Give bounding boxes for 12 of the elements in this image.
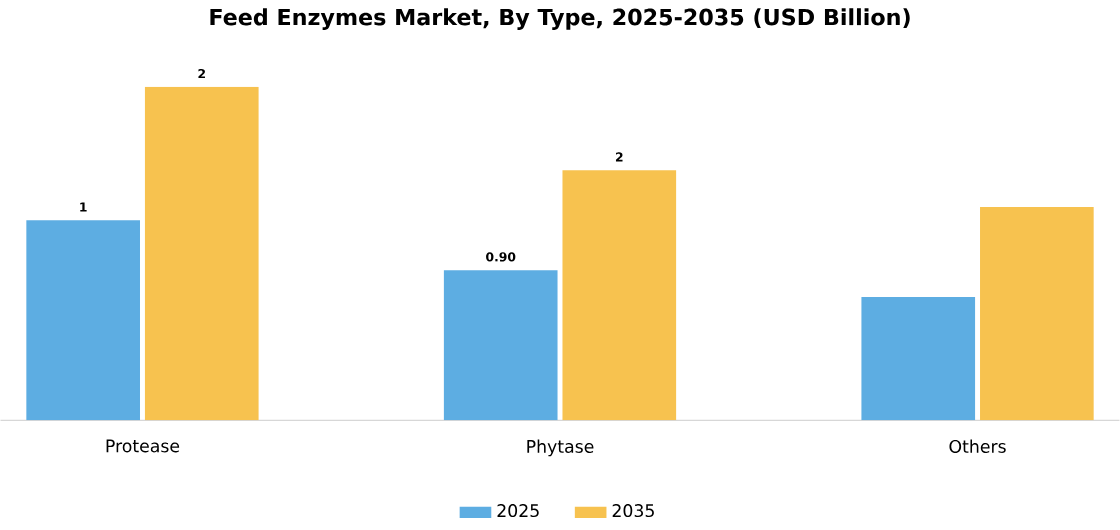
bar (861, 296, 976, 421)
legend-label: 2035 (612, 503, 654, 517)
bar (443, 270, 558, 421)
bar (980, 206, 1094, 421)
legend-label: 2025 (497, 503, 539, 517)
chart-title: Feed Enzymes Market, By Type, 2025-2035 (USD Billion) (210, 8, 910, 30)
bar (562, 169, 677, 421)
x-tick-label: Phytase (527, 439, 594, 457)
bar (144, 86, 259, 421)
x-tick-label: Others (949, 439, 1006, 453)
bar (26, 220, 140, 421)
x-tick-label: Protease (106, 439, 180, 453)
